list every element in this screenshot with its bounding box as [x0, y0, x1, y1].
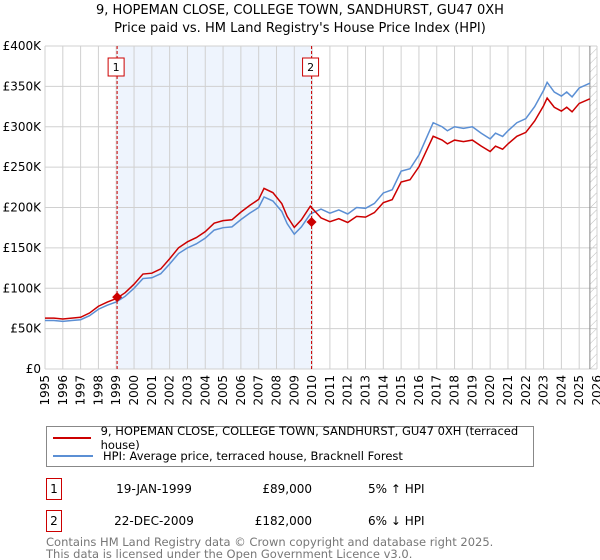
blue-line-swatch: [53, 455, 93, 457]
x-tick-label: 2020: [483, 375, 497, 406]
x-tick-label: 2002: [163, 375, 177, 406]
x-tick-label: 2011: [323, 375, 337, 406]
sale-point-marker: [112, 292, 123, 303]
y-tick-label: £0: [26, 362, 41, 376]
y-tick-label: £50K: [10, 322, 42, 336]
sale-marker-badge: 1: [46, 478, 62, 500]
x-tick-label: 2009: [287, 375, 301, 406]
x-tick-label: 2004: [198, 375, 212, 406]
price-chart: 1995 1996 1997 1998 1999 2000 2001 2002 2003 2004…: [3, 39, 600, 406]
hpi-comparison: 6% ↓ HPI: [368, 514, 425, 528]
sale-price: £89,000: [262, 482, 312, 496]
legend-item-property: 9, HOPEMAN CLOSE, COLLEGE TOWN, SANDHURS…: [53, 424, 533, 452]
y-tick-label: £250K: [3, 160, 43, 174]
x-tick-label: 2015: [394, 375, 408, 406]
hpi-line: [45, 80, 591, 323]
legend-item-hpi: HPI: Average price, terraced house, Brac…: [53, 448, 403, 464]
sale-date: 19-JAN-1999: [116, 482, 192, 496]
x-tick-label: 2021: [501, 375, 515, 406]
transaction-row: 1 19-JAN-1999 £89,000 5% ↑ HPI: [46, 478, 546, 500]
footer: Contains HM Land Registry data © Crown c…: [46, 536, 493, 560]
x-tick-label: 2016: [412, 375, 426, 406]
y-tick-label: £400K: [3, 39, 43, 53]
legend: 9, HOPEMAN CLOSE, COLLEGE TOWN, SANDHURS…: [46, 424, 534, 467]
sale-date: 22-DEC-2009: [114, 514, 194, 528]
x-tick-label: 2007: [252, 375, 266, 406]
red-line-swatch: [53, 437, 91, 439]
x-tick-label: 2003: [180, 375, 194, 406]
x-tick-label: 1995: [38, 375, 52, 406]
y-tick-label: £200K: [3, 201, 43, 215]
chart-subtitle: Price paid vs. HM Land Registry's House …: [114, 21, 486, 36]
legend-label: HPI: Average price, terraced house, Brac…: [103, 449, 403, 463]
x-tick-label: 2000: [127, 375, 141, 406]
x-tick-label: 2026: [590, 375, 600, 406]
x-tick-label: 2001: [145, 375, 159, 406]
x-tick-label: 2012: [341, 375, 355, 406]
x-tick-label: 2005: [216, 375, 230, 406]
x-tick-label: 2008: [269, 375, 283, 406]
sale-point-marker: [306, 217, 317, 228]
sale-price: £182,000: [254, 514, 312, 528]
sale-label-box: [107, 57, 125, 77]
x-tick-label: 1999: [109, 375, 123, 406]
y-tick-label: £100K: [3, 281, 43, 295]
x-tick-label: 2017: [430, 375, 444, 406]
x-tick-label: 2018: [448, 375, 462, 406]
property-price-line: [45, 96, 591, 320]
hpi-comparison: 5% ↑ HPI: [368, 482, 425, 496]
sale-marker-badge: 2: [46, 510, 62, 532]
x-tick-label: 2010: [305, 375, 319, 406]
x-tick-label: 2019: [465, 375, 479, 406]
x-tick-label: 2025: [572, 375, 586, 406]
x-tick-label: 1998: [91, 375, 105, 406]
x-tick-label: 2022: [519, 375, 533, 406]
y-tick-label: £150K: [3, 241, 43, 255]
x-tick-label: 2023: [537, 375, 551, 406]
sale-label: 1: [113, 61, 120, 74]
x-tick-label: 2024: [554, 375, 568, 406]
chart-title: 9, HOPEMAN CLOSE, COLLEGE TOWN, SANDHURS…: [96, 3, 504, 18]
copyright-text: Contains HM Land Registry data © Crown c…: [46, 535, 494, 549]
legend-label: 9, HOPEMAN CLOSE, COLLEGE TOWN, SANDHURS…: [100, 424, 519, 452]
licence-text: This data is licensed under the Open Gov…: [46, 547, 413, 560]
y-tick-label: £350K: [3, 79, 43, 93]
x-tick-label: 2006: [234, 375, 248, 406]
transaction-row: 2 22-DEC-2009 £182,000 6% ↓ HPI: [46, 510, 546, 532]
x-tick-label: 1996: [56, 375, 70, 406]
sale-label-box: [302, 57, 320, 77]
x-tick-label: 2014: [376, 375, 390, 406]
x-tick-label: 1997: [74, 375, 88, 406]
x-tick-label: 2013: [359, 375, 373, 406]
y-tick-label: £300K: [3, 120, 43, 134]
sale-label: 2: [307, 61, 314, 74]
